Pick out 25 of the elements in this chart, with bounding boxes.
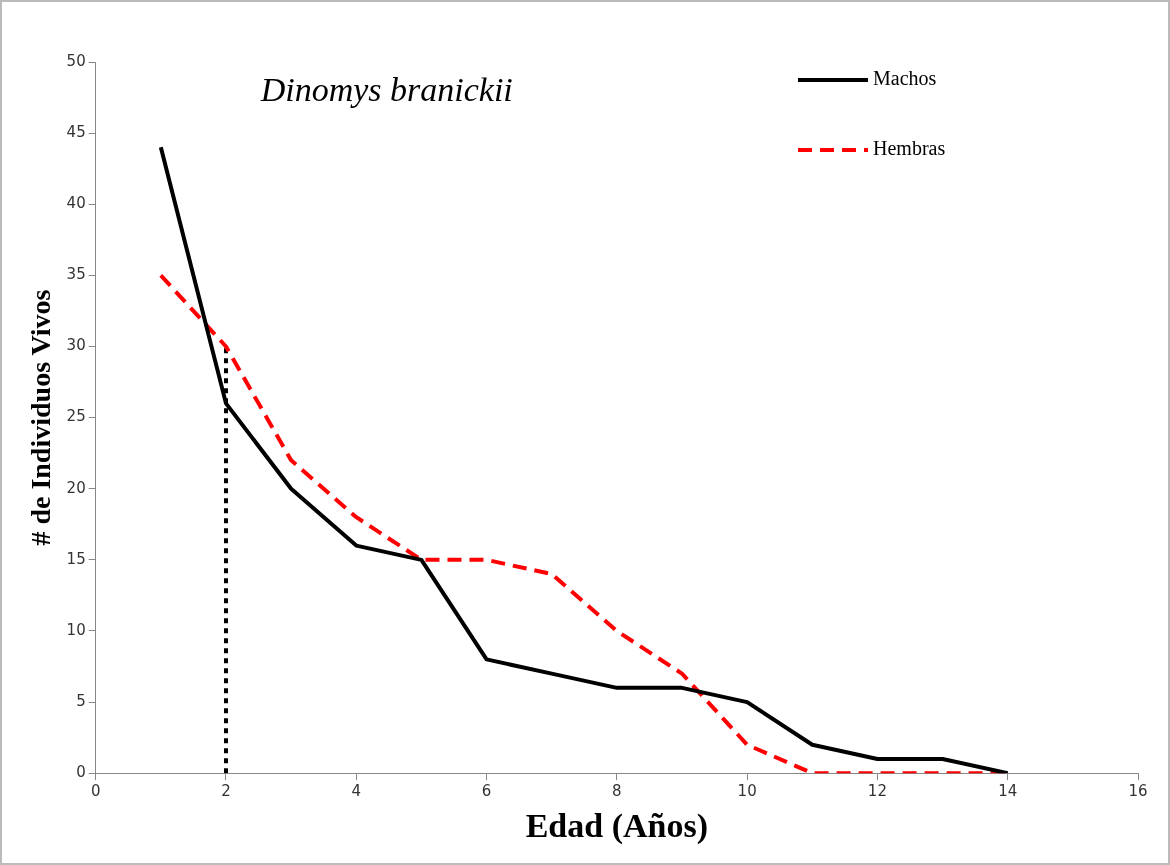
y-tick-label: 25 — [66, 407, 86, 426]
y-tick-label: 50 — [66, 51, 86, 70]
y-axis-title: # de Individuos Vivos — [25, 289, 57, 546]
x-tick-label: 12 — [867, 782, 887, 801]
y-tick-label: 40 — [66, 194, 86, 213]
legend-label: Hembras — [873, 137, 946, 160]
x-axis-title: Edad (Años) — [525, 807, 709, 846]
y-tick-label: 5 — [76, 691, 86, 710]
chart-title: Dinomys branickii — [259, 70, 513, 108]
x-tick-label: 14 — [998, 782, 1018, 801]
x-tick-label: 16 — [1128, 782, 1148, 801]
x-tick-label: 4 — [351, 782, 362, 801]
y-tick-label: 30 — [66, 336, 86, 355]
x-tick-label: 2 — [221, 782, 231, 801]
y-tick-label: 0 — [76, 763, 86, 782]
x-tick-label: 10 — [737, 782, 757, 801]
y-tick-label: 45 — [66, 123, 86, 142]
x-tick-label: 6 — [481, 782, 492, 801]
x-tick-label: 8 — [612, 782, 622, 801]
legend-label: Machos — [873, 67, 937, 90]
y-tick-label: 35 — [66, 265, 86, 284]
y-tick-label: 10 — [66, 620, 86, 639]
y-tick-label: 20 — [66, 478, 86, 497]
y-tick-label: 15 — [66, 549, 86, 568]
x-tick-label: 0 — [90, 782, 101, 801]
